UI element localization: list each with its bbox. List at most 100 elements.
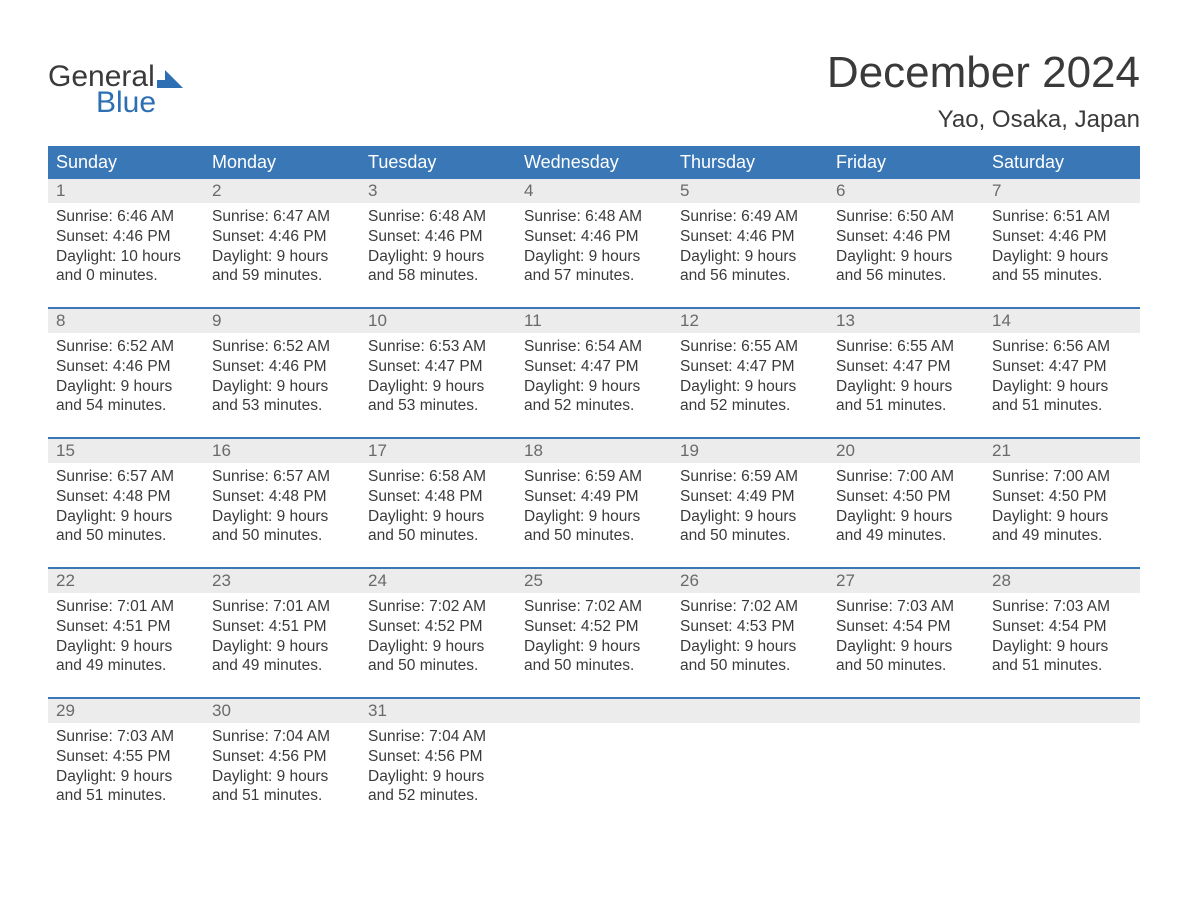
calendar-day: 24 Sunrise: 7:02 AMSunset: 4:52 PMDayligh… — [360, 569, 516, 697]
sunrise-text: Sunrise: 7:00 AM — [992, 467, 1134, 487]
sunset-text: Sunset: 4:54 PM — [992, 617, 1134, 637]
daylight-line1: Daylight: 9 hours — [212, 507, 354, 527]
calendar-day: 5Sunrise: 6:49 AMSunset: 4:46 PMDaylight… — [672, 179, 828, 307]
day-number: 30 — [212, 701, 231, 720]
daylight-line2: and 58 minutes. — [368, 266, 510, 286]
daylight-line1: Daylight: 9 hours — [992, 507, 1134, 527]
day-body: Sunrise: 7:03 AMSunset: 4:54 PMDaylight:… — [828, 593, 984, 680]
sunrise-text: Sunrise: 7:00 AM — [836, 467, 978, 487]
day-body: Sunrise: 7:04 AMSunset: 4:56 PMDaylight:… — [204, 723, 360, 810]
daylight-line2: and 50 minutes. — [524, 526, 666, 546]
day-number: 15 — [56, 441, 75, 460]
day-number-row: 21 — [984, 439, 1140, 463]
daylight-line1: Daylight: 9 hours — [836, 507, 978, 527]
day-number-row: 1 — [48, 179, 204, 203]
day-body: Sunrise: 6:53 AMSunset: 4:47 PMDaylight:… — [360, 333, 516, 420]
day-body: Sunrise: 6:55 AMSunset: 4:47 PMDaylight:… — [672, 333, 828, 420]
day-number-row: 24 — [360, 569, 516, 593]
calendar-day: 27 Sunrise: 7:03 AMSunset: 4:54 PMDayligh… — [828, 569, 984, 697]
daylight-line2: and 50 minutes. — [836, 656, 978, 676]
day-body: Sunrise: 6:49 AMSunset: 4:46 PMDaylight:… — [672, 203, 828, 290]
sunset-text: Sunset: 4:47 PM — [368, 357, 510, 377]
day-number-row: 13 — [828, 309, 984, 333]
sunset-text: Sunset: 4:46 PM — [524, 227, 666, 247]
calendar-day: . — [672, 699, 828, 827]
day-number: 1 — [56, 181, 65, 200]
daylight-line2: and 0 minutes. — [56, 266, 198, 286]
day-header-friday: Friday — [828, 146, 984, 179]
calendar-day: 14Sunrise: 6:56 AMSunset: 4:47 PMDayligh… — [984, 309, 1140, 437]
sunset-text: Sunset: 4:50 PM — [836, 487, 978, 507]
day-number: 18 — [524, 441, 543, 460]
day-number: 20 — [836, 441, 855, 460]
calendar-day: 1Sunrise: 6:46 AMSunset: 4:46 PMDaylight… — [48, 179, 204, 307]
sunset-text: Sunset: 4:48 PM — [212, 487, 354, 507]
daylight-line2: and 51 minutes. — [992, 396, 1134, 416]
day-body: Sunrise: 7:02 AMSunset: 4:52 PMDaylight:… — [360, 593, 516, 680]
day-number: 27 — [836, 571, 855, 590]
day-body: Sunrise: 7:00 AMSunset: 4:50 PMDaylight:… — [828, 463, 984, 550]
daylight-line2: and 50 minutes. — [56, 526, 198, 546]
day-number: 4 — [524, 181, 533, 200]
day-body: Sunrise: 6:58 AMSunset: 4:48 PMDaylight:… — [360, 463, 516, 550]
sunset-text: Sunset: 4:46 PM — [212, 357, 354, 377]
sunset-text: Sunset: 4:47 PM — [836, 357, 978, 377]
sunrise-text: Sunrise: 7:03 AM — [56, 727, 198, 747]
day-number-row: 31 — [360, 699, 516, 723]
day-number-row: . — [516, 699, 672, 723]
daylight-line2: and 50 minutes. — [680, 526, 822, 546]
daylight-line1: Daylight: 9 hours — [212, 637, 354, 657]
day-body: Sunrise: 6:52 AMSunset: 4:46 PMDaylight:… — [48, 333, 204, 420]
sunset-text: Sunset: 4:47 PM — [680, 357, 822, 377]
day-body: Sunrise: 6:55 AMSunset: 4:47 PMDaylight:… — [828, 333, 984, 420]
day-number-row: . — [672, 699, 828, 723]
location-text: Yao, Osaka, Japan — [827, 106, 1140, 134]
calendar-day: 9Sunrise: 6:52 AMSunset: 4:46 PMDaylight… — [204, 309, 360, 437]
day-number: 19 — [680, 441, 699, 460]
daylight-line1: Daylight: 9 hours — [680, 637, 822, 657]
daylight-line2: and 50 minutes. — [680, 656, 822, 676]
sunset-text: Sunset: 4:48 PM — [56, 487, 198, 507]
sunset-text: Sunset: 4:56 PM — [368, 747, 510, 767]
day-number-row: . — [828, 699, 984, 723]
day-number-row: 6 — [828, 179, 984, 203]
sunrise-text: Sunrise: 6:59 AM — [680, 467, 822, 487]
daylight-line1: Daylight: 9 hours — [992, 637, 1134, 657]
day-header-sunday: Sunday — [48, 146, 204, 179]
day-body: Sunrise: 7:02 AMSunset: 4:53 PMDaylight:… — [672, 593, 828, 680]
daylight-line1: Daylight: 9 hours — [992, 247, 1134, 267]
calendar: Sunday Monday Tuesday Wednesday Thursday… — [48, 146, 1140, 827]
sunrise-text: Sunrise: 6:58 AM — [368, 467, 510, 487]
sunrise-text: Sunrise: 7:03 AM — [836, 597, 978, 617]
day-number-row: 4 — [516, 179, 672, 203]
day-number: 24 — [368, 571, 387, 590]
daylight-line1: Daylight: 9 hours — [212, 767, 354, 787]
day-number: 25 — [524, 571, 543, 590]
daylight-line2: and 57 minutes. — [524, 266, 666, 286]
calendar-day: 3Sunrise: 6:48 AMSunset: 4:46 PMDaylight… — [360, 179, 516, 307]
sunset-text: Sunset: 4:55 PM — [56, 747, 198, 767]
calendar-day: 13Sunrise: 6:55 AMSunset: 4:47 PMDayligh… — [828, 309, 984, 437]
calendar-week: 15 Sunrise: 6:57 AMSunset: 4:48 PMDayligh… — [48, 437, 1140, 567]
daylight-line2: and 49 minutes. — [56, 656, 198, 676]
calendar-day: . — [984, 699, 1140, 827]
day-body: Sunrise: 6:51 AMSunset: 4:46 PMDaylight:… — [984, 203, 1140, 290]
sunrise-text: Sunrise: 7:02 AM — [680, 597, 822, 617]
daylight-line1: Daylight: 9 hours — [992, 377, 1134, 397]
sunrise-text: Sunrise: 6:49 AM — [680, 207, 822, 227]
sunrise-text: Sunrise: 6:51 AM — [992, 207, 1134, 227]
day-number-row: 28 — [984, 569, 1140, 593]
calendar-week: 29Sunrise: 7:03 AMSunset: 4:55 PMDayligh… — [48, 697, 1140, 827]
day-number-row: 10 — [360, 309, 516, 333]
logo-flag-icon — [157, 70, 183, 88]
day-body: Sunrise: 7:00 AMSunset: 4:50 PMDaylight:… — [984, 463, 1140, 550]
header: General Blue December 2024 Yao, Osaka, J… — [48, 48, 1140, 134]
day-number-row: 20 — [828, 439, 984, 463]
day-number: 8 — [56, 311, 65, 330]
sunrise-text: Sunrise: 7:03 AM — [992, 597, 1134, 617]
day-body: Sunrise: 6:50 AMSunset: 4:46 PMDaylight:… — [828, 203, 984, 290]
day-number: 2 — [212, 181, 221, 200]
day-body: Sunrise: 6:57 AMSunset: 4:48 PMDaylight:… — [48, 463, 204, 550]
day-body: Sunrise: 7:01 AMSunset: 4:51 PMDaylight:… — [204, 593, 360, 680]
day-body: Sunrise: 6:57 AMSunset: 4:48 PMDaylight:… — [204, 463, 360, 550]
